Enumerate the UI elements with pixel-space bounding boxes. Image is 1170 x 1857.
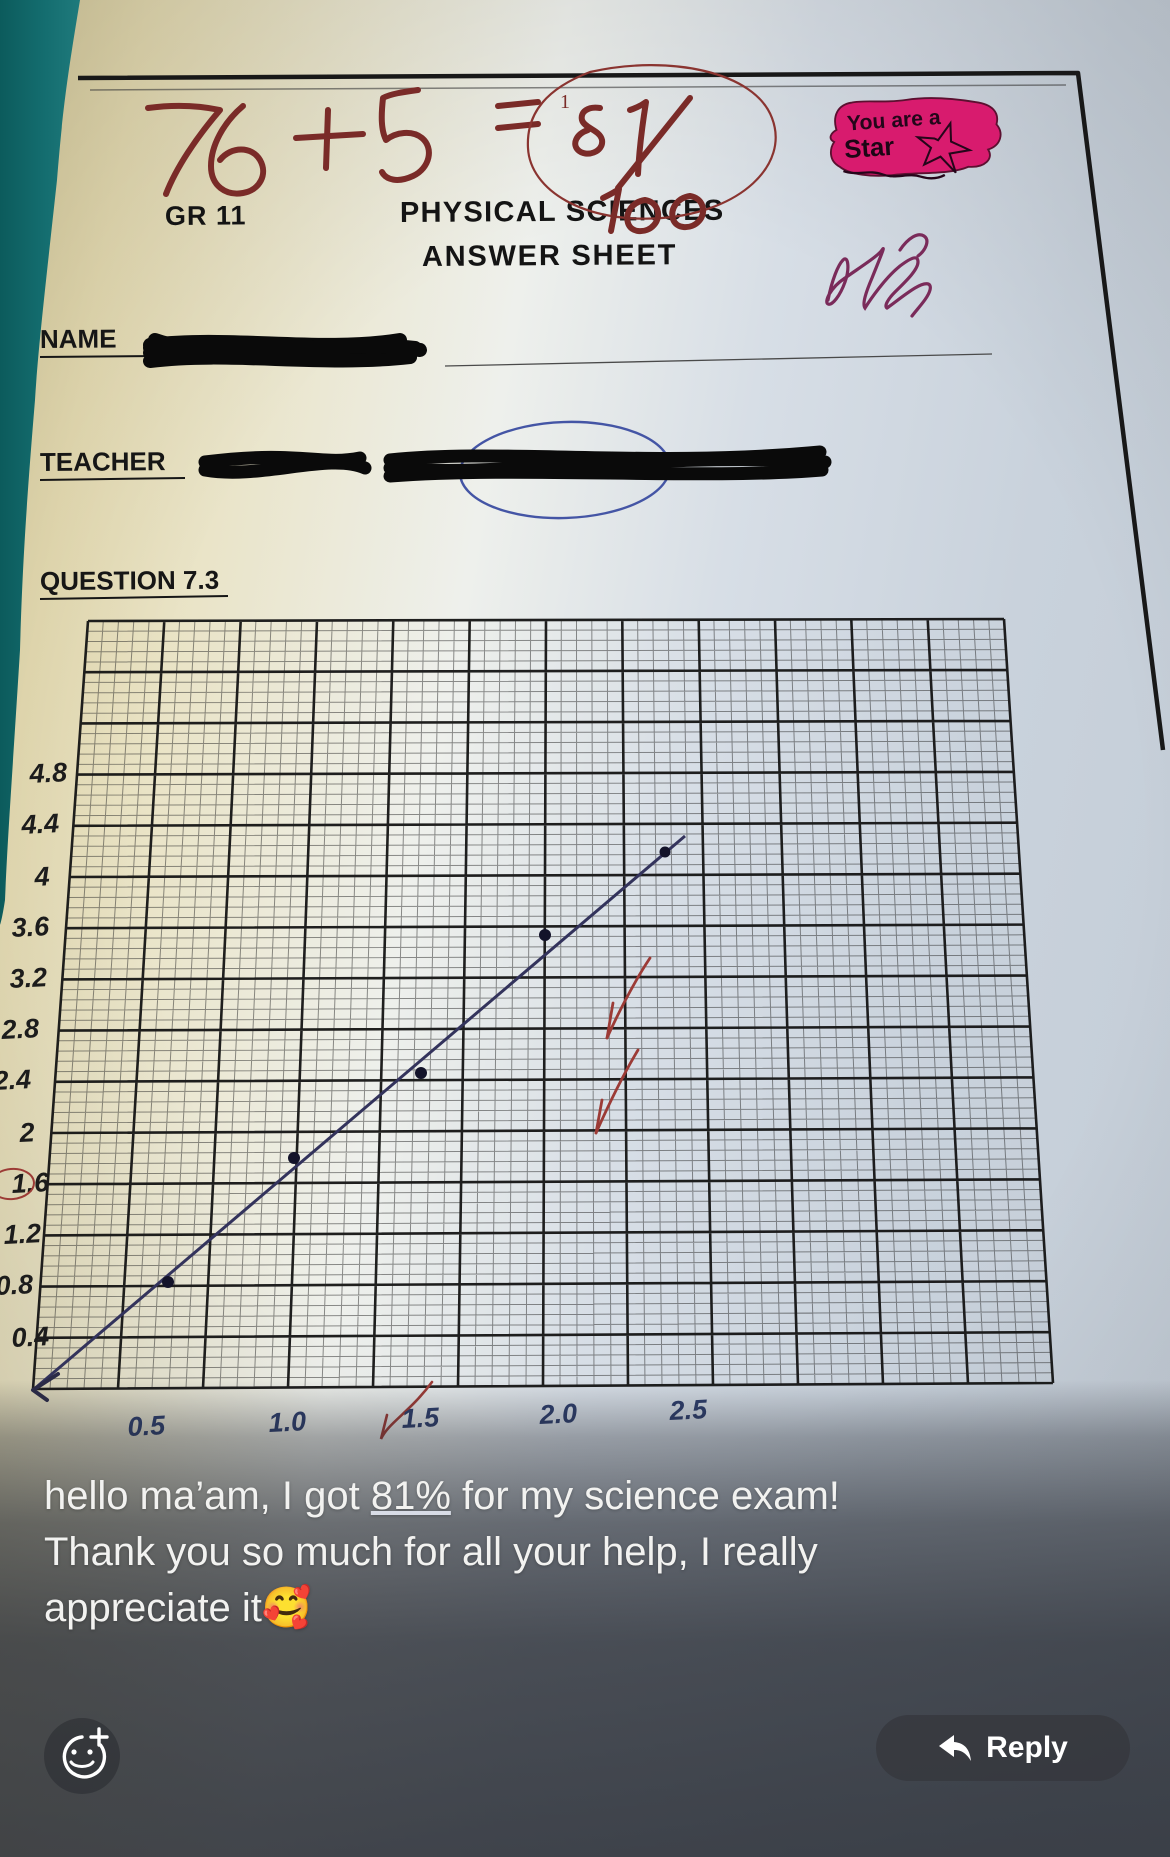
svg-text:ANSWER SHEET: ANSWER SHEET <box>422 239 677 273</box>
svg-text:TEACHER: TEACHER <box>40 446 166 477</box>
svg-text:2.8: 2.8 <box>0 1013 40 1045</box>
svg-text:4.8: 4.8 <box>28 757 68 789</box>
svg-text:4.4: 4.4 <box>20 808 60 840</box>
svg-text:0.4: 0.4 <box>11 1321 50 1353</box>
svg-text:2: 2 <box>18 1117 36 1148</box>
svg-text:GR 11: GR 11 <box>165 200 247 231</box>
svg-text:NAME: NAME <box>40 323 117 354</box>
svg-text:1: 1 <box>560 91 570 113</box>
svg-text:2.4: 2.4 <box>0 1064 32 1096</box>
svg-text:1.2: 1.2 <box>3 1218 42 1250</box>
svg-text:3.6: 3.6 <box>11 911 51 943</box>
svg-text:1.6: 1.6 <box>11 1167 51 1199</box>
svg-text:0.8: 0.8 <box>0 1269 34 1301</box>
svg-text:Star: Star <box>843 133 895 164</box>
svg-text:4: 4 <box>33 861 51 892</box>
svg-text:3.2: 3.2 <box>9 962 48 994</box>
svg-text:QUESTION 7.3: QUESTION 7.3 <box>40 565 219 596</box>
